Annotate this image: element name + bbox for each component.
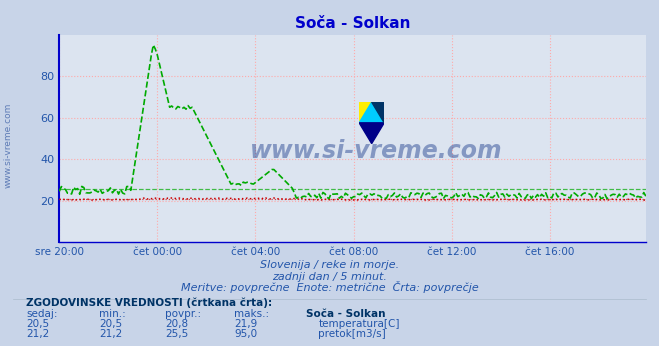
- Title: Soča - Solkan: Soča - Solkan: [295, 16, 411, 31]
- Text: povpr.:: povpr.:: [165, 309, 201, 319]
- Polygon shape: [359, 102, 384, 123]
- Polygon shape: [359, 123, 384, 144]
- Text: 21,2: 21,2: [99, 329, 122, 339]
- Text: Soča - Solkan: Soča - Solkan: [306, 309, 386, 319]
- Text: 21,2: 21,2: [26, 329, 49, 339]
- Text: temperatura[C]: temperatura[C]: [318, 319, 400, 329]
- Text: www.si-vreme.com: www.si-vreme.com: [3, 103, 13, 188]
- Text: Meritve: povprečne  Enote: metrične  Črta: povprečje: Meritve: povprečne Enote: metrične Črta:…: [181, 281, 478, 293]
- Text: sedaj:: sedaj:: [26, 309, 58, 319]
- Text: Slovenija / reke in morje.: Slovenija / reke in morje.: [260, 260, 399, 270]
- Text: www.si-vreme.com: www.si-vreme.com: [250, 139, 502, 163]
- Text: 20,5: 20,5: [99, 319, 122, 329]
- Polygon shape: [359, 102, 372, 123]
- Text: zadnji dan / 5 minut.: zadnji dan / 5 minut.: [272, 272, 387, 282]
- Text: 20,8: 20,8: [165, 319, 188, 329]
- Text: 20,5: 20,5: [26, 319, 49, 329]
- Text: pretok[m3/s]: pretok[m3/s]: [318, 329, 386, 339]
- Text: 95,0: 95,0: [234, 329, 257, 339]
- Text: min.:: min.:: [99, 309, 126, 319]
- Text: 21,9: 21,9: [234, 319, 257, 329]
- Polygon shape: [372, 102, 384, 123]
- Text: ZGODOVINSKE VREDNOSTI (črtkana črta):: ZGODOVINSKE VREDNOSTI (črtkana črta):: [26, 298, 272, 308]
- Text: 25,5: 25,5: [165, 329, 188, 339]
- Text: maks.:: maks.:: [234, 309, 269, 319]
